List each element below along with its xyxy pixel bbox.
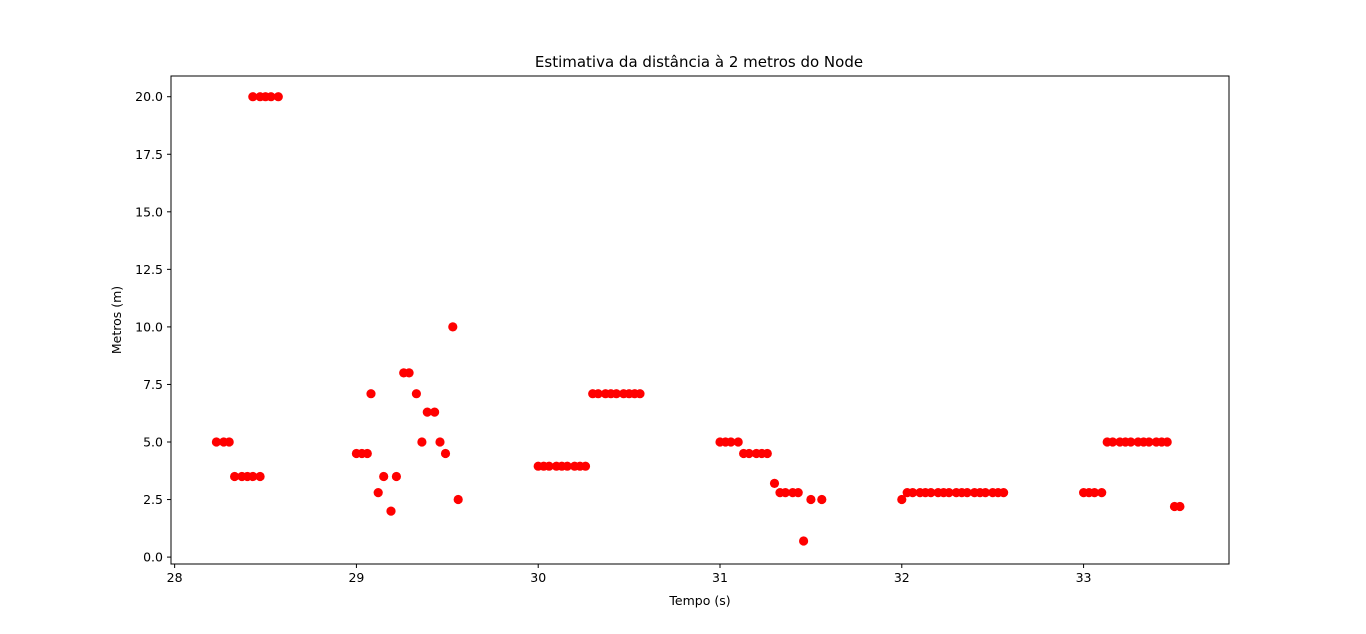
data-point [1126,437,1136,447]
data-point [908,488,918,498]
y-tick-label: 20.0 [135,89,163,104]
data-point [769,478,780,488]
x-tick-label: 29 [348,570,364,585]
x-tick-label: 32 [894,570,910,585]
y-axis-ticks: 0.0 2.5 5.0 7.5 10.0 12.5 15.0 17.5 20.0 [135,89,171,565]
data-point [379,471,389,482]
plot-area-frame [170,75,1230,565]
data-point [744,448,754,459]
data-point [391,471,401,482]
data-point [266,92,276,102]
x-axis-ticks: 28 29 30 31 32 33 [167,564,1092,585]
data-point [230,471,240,482]
data-point [248,92,258,102]
data-points [211,92,1185,546]
y-tick-label: 2.5 [143,492,163,507]
data-point [448,322,458,332]
data-point [799,536,809,546]
x-tick-label: 31 [712,570,728,585]
data-point [362,448,372,459]
data-point [422,407,432,417]
data-point [1089,488,1100,498]
data-point [980,488,991,498]
data-point [726,437,736,447]
data-point [780,488,791,498]
y-axis-title: Metros (m) [109,286,124,354]
x-tick-label: 28 [167,570,183,585]
data-point [580,461,591,471]
data-point [944,488,954,498]
x-axis-title: Tempo (s) [668,593,730,608]
chart-title: Estimativa da distância à 2 metros do No… [535,53,863,71]
data-point [1162,437,1172,447]
y-tick-label: 10.0 [135,319,163,334]
data-point [248,471,258,482]
data-point [366,389,376,399]
data-point [611,389,622,399]
y-tick-label: 12.5 [135,262,163,277]
data-point [962,488,972,498]
data-point [999,488,1009,498]
data-point [897,494,907,505]
data-point [544,461,554,471]
data-point [1097,488,1107,498]
data-point [793,488,803,498]
data-point [1144,437,1154,447]
data-point [817,494,827,505]
data-point [417,437,427,447]
data-point [593,389,603,399]
data-point [733,437,743,447]
y-tick-label: 15.0 [135,204,163,219]
y-tick-label: 17.5 [135,147,163,162]
data-point [224,437,234,447]
data-point [1108,437,1118,447]
data-point [806,494,816,505]
y-tick-label: 7.5 [143,377,163,392]
data-point [273,92,283,102]
data-point [1175,501,1185,512]
data-point [635,389,645,399]
data-point [926,488,936,498]
data-point [404,368,414,378]
data-point [562,461,572,471]
x-tick-label: 30 [530,570,546,585]
x-tick-label: 33 [1076,570,1092,585]
data-point [435,437,445,447]
y-tick-label: 5.0 [143,435,163,450]
data-point [373,488,383,498]
data-point [762,448,772,459]
y-tick-label: 0.0 [143,550,163,565]
data-point [211,437,221,447]
data-point [411,389,421,399]
data-point [430,407,440,417]
data-point [440,448,451,459]
data-point [386,506,396,516]
data-point [255,471,265,482]
data-point [453,494,463,505]
